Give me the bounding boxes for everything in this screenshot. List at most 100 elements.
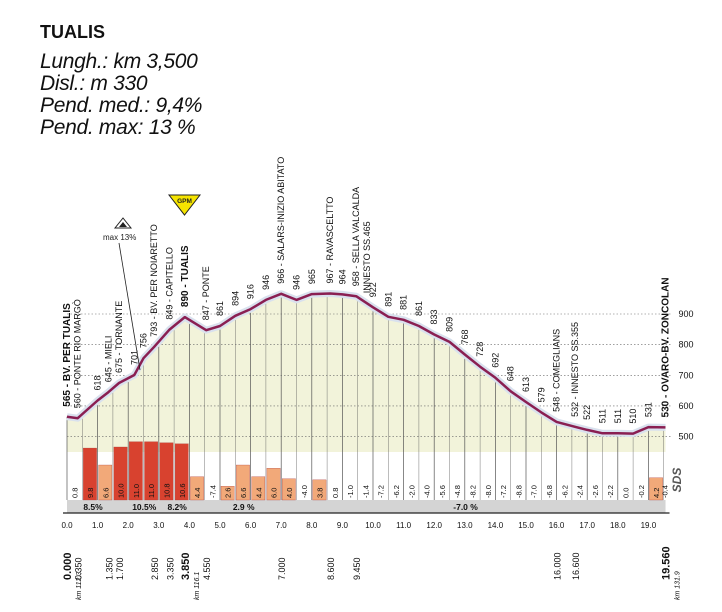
gradient-bar — [83, 447, 97, 501]
km-marker: 7.000 — [277, 557, 287, 580]
gradient-bars-layer: 0.8 9.8 6.6 10.0 11.0 11.0 10.8 10.6 4.4 -7.4 2.6 6… — [71, 441, 670, 501]
point-label: 648 — [506, 366, 516, 381]
gradient-value: 10.0 — [117, 483, 126, 498]
gradient-value: 0.0 — [621, 488, 630, 498]
point-label: 692 — [490, 353, 500, 368]
gradient-bar — [174, 443, 189, 501]
gradient-value: -4.8 — [453, 485, 462, 498]
point-label: 833 — [429, 310, 439, 325]
gradient-value: 4.4 — [193, 488, 202, 498]
point-label: 728 — [475, 342, 485, 357]
profile-area — [67, 293, 666, 452]
point-label: 946 — [292, 275, 302, 290]
max-grade-badge: max 13% — [103, 217, 141, 371]
point-label: INNESTO SS.465 — [362, 221, 372, 293]
point-label: 946 — [261, 275, 271, 290]
labels-layer: 0.0 1.0 2.0 3.0 4.0 5.0 6.0 7.0 8.0 9.0 10.0 11.0 12… — [61, 157, 681, 600]
gradient-value: -6.2 — [392, 485, 401, 498]
segment-grade-label: 10.5% — [132, 502, 157, 512]
gradient-value-box — [205, 481, 219, 500]
point-label: 532 - INNESTO SS.355 — [570, 322, 580, 417]
x-tick-label: 6.0 — [245, 521, 257, 530]
gradient-value-box — [419, 481, 434, 500]
x-tick-label: 0.0 — [61, 521, 73, 530]
point-label: 890 - TUALIS — [180, 245, 191, 307]
x-tick-label: 7.0 — [276, 521, 288, 530]
x-tick-label: 17.0 — [579, 521, 595, 530]
max-grade-label: max 13% — [103, 233, 136, 242]
gradient-value: -7.0 — [530, 485, 539, 498]
point-label: 511 — [598, 409, 608, 423]
climb-avg-grade: Pend. med.: 9,4% — [40, 94, 203, 117]
x-tick-label: 5.0 — [214, 521, 226, 530]
km-marker: 1.350 — [104, 557, 114, 580]
point-label: 530 - OVARO-BV. ZONCOLAN — [661, 277, 672, 417]
x-tick-label: 9.0 — [337, 521, 349, 530]
gradient-value: -7.4 — [208, 485, 217, 498]
gradient-value: 10.6 — [178, 483, 187, 498]
gradient-value: -1.4 — [361, 485, 370, 498]
km-marker: 19.560 — [661, 546, 673, 580]
profile-layer: 900 800 700 600 500 — [66, 290, 694, 500]
gradient-bar — [312, 479, 327, 501]
point-label: 965 — [307, 269, 317, 284]
x-tick-label: 2.0 — [123, 521, 135, 530]
gradient-value: -1.0 — [346, 485, 355, 498]
x-tick-label: 13.0 — [457, 521, 473, 530]
climb-length: Lungh.: km 3,500 — [40, 50, 198, 73]
km-marker: 4.550 — [202, 557, 212, 580]
x-tick-label: 3.0 — [153, 521, 165, 530]
gradient-value: 4.2 — [652, 488, 661, 498]
km-marker: 3.350 — [166, 557, 176, 580]
gradient-value-box — [542, 481, 556, 500]
gradient-value: -0.2 — [637, 485, 646, 498]
point-label: 560 - PONTE RIO MARGÒ — [73, 299, 83, 408]
gradient-value: 11.0 — [132, 484, 141, 498]
gradient-bar — [282, 478, 296, 501]
km-reference: km 116.1 — [194, 572, 201, 600]
gradient-value-box — [465, 481, 480, 500]
gradient-value: 9.8 — [86, 488, 95, 498]
point-label: 967 - RAVASCELTTO — [325, 197, 335, 284]
point-label: 922 — [368, 282, 378, 297]
gradient-value: -8.2 — [468, 485, 477, 498]
segment-grade-label: 8.5% — [83, 502, 103, 512]
gradient-value-box — [496, 481, 510, 500]
point-label: 964 — [337, 269, 347, 284]
sds-logo-text: SDS — [670, 468, 684, 493]
segment-grade-label: -7.0 % — [453, 502, 478, 512]
strips-layer: 8.5% 10.5% 8.2% 2.9 % -7.0 % — [63, 500, 670, 514]
point-label: 958 - SELLA VALCALDA — [351, 187, 361, 286]
x-tick-label: 1.0 — [92, 521, 104, 530]
point-label: 768 — [460, 329, 470, 344]
gradient-bar — [129, 441, 143, 501]
gradient-value-box — [572, 481, 587, 500]
gradient-value: -8.8 — [514, 485, 523, 498]
segment-grade-label: 8.2% — [167, 502, 187, 512]
point-label: 847 - PONTE — [201, 266, 211, 320]
gradient-value: 6.6 — [101, 488, 110, 498]
gradient-value-box — [343, 481, 357, 500]
y-tick-label: 600 — [679, 401, 694, 411]
gradient-value-box — [527, 481, 541, 500]
gpm-triangle-icon — [167, 194, 202, 216]
gradient-value: -7.2 — [377, 485, 386, 498]
gradient-value-box — [404, 481, 418, 500]
climb-info: TUALIS Lungh.: km 3,500 Disl.: m 330 Pen… — [40, 22, 202, 139]
gradient-value: -2.4 — [576, 485, 585, 498]
gradient-bar — [98, 464, 113, 501]
max-grade-pointer — [118, 242, 141, 371]
point-label: 511 — [613, 409, 623, 423]
gradient-bar — [236, 464, 250, 501]
km-marker: 0.350 — [74, 557, 84, 580]
gradient-bar — [649, 477, 663, 501]
km-marker: 9.450 — [352, 557, 362, 580]
gpm-label: GPM — [177, 198, 192, 205]
point-label: 793 - BV. PER NOIARETTO — [149, 224, 159, 337]
point-label: 916 — [246, 284, 256, 299]
gradient-value: -0.4 — [661, 485, 670, 498]
gradient-value: -7.2 — [499, 485, 508, 498]
gradient-value: 0.8 — [331, 488, 340, 498]
point-label: 881 — [399, 295, 409, 310]
